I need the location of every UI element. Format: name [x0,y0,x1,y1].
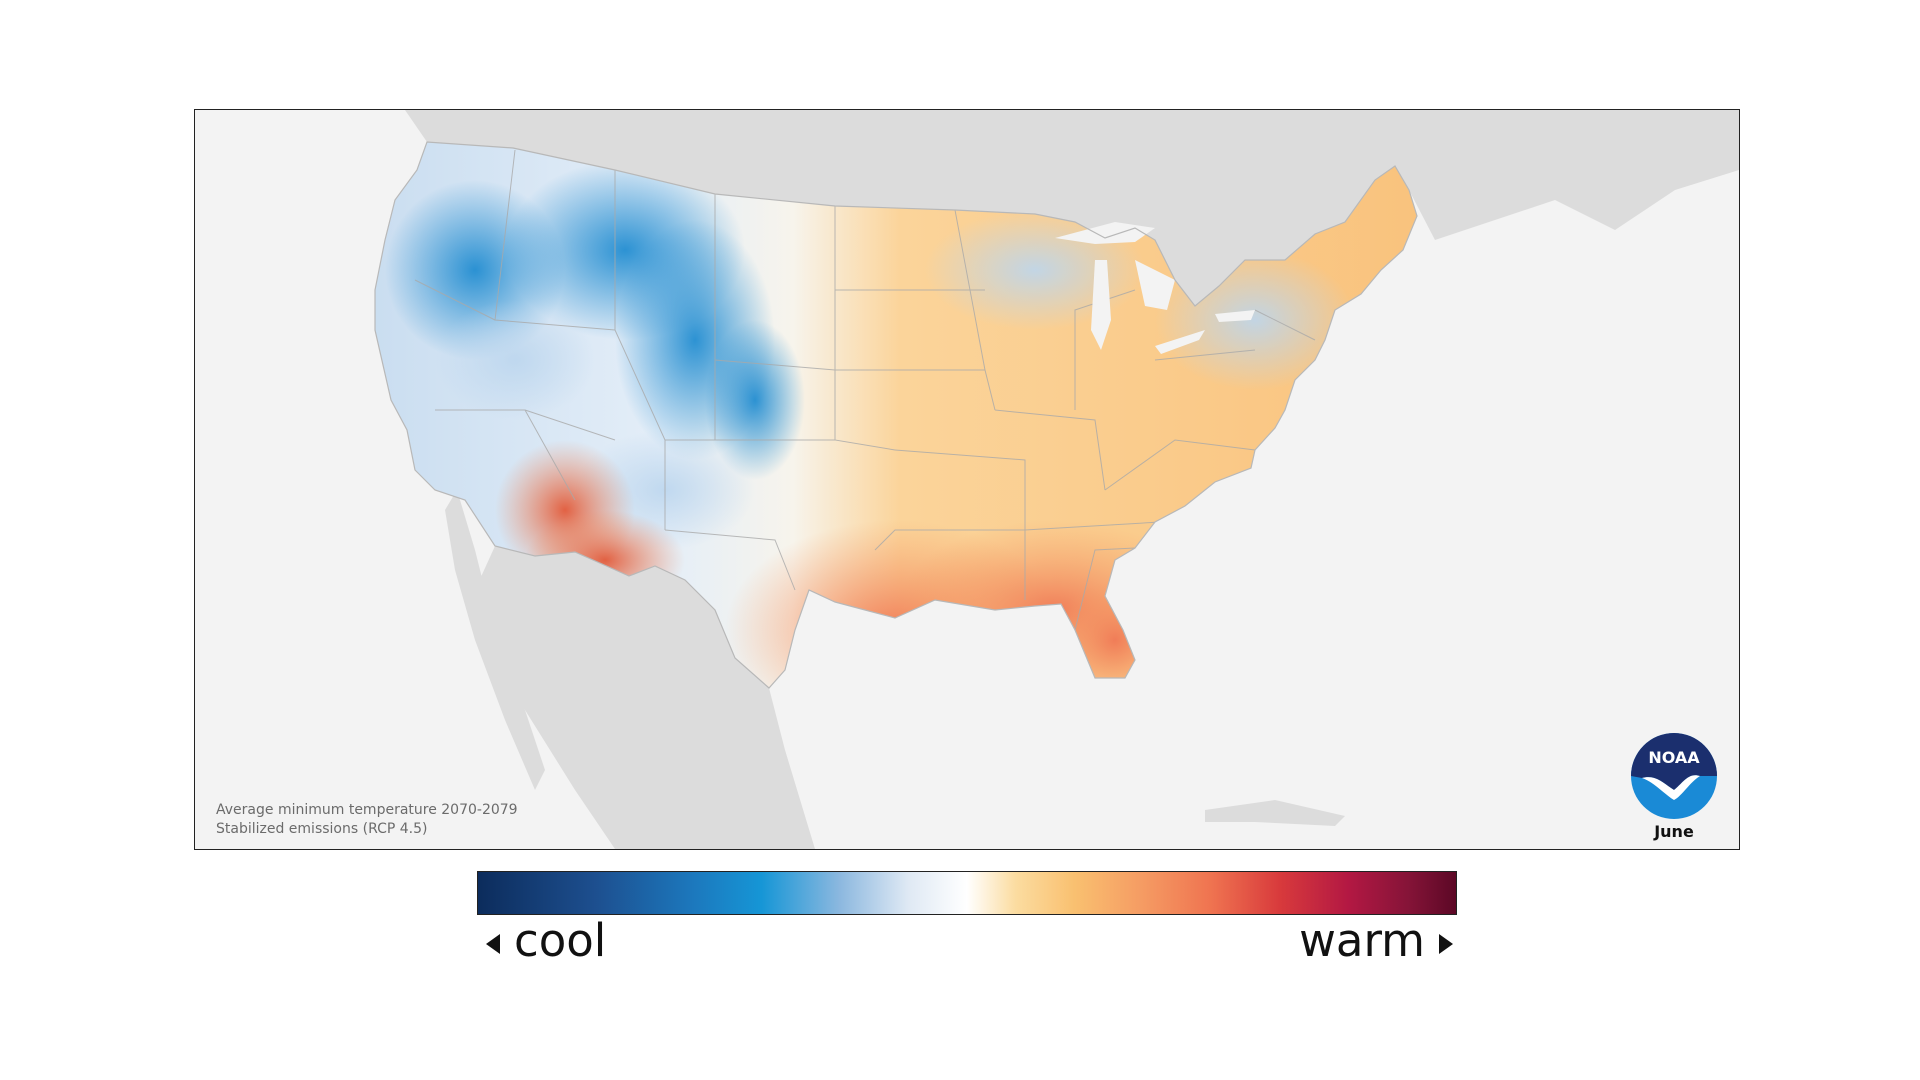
noaa-badge: NOAA June [1629,732,1719,841]
noaa-logo-icon: NOAA [1631,733,1717,819]
caption-title: Average minimum temperature 2070-2079 [216,802,518,818]
lake-huron [1135,260,1175,310]
legend-warm: warm [1299,911,1453,971]
us-outline [374,141,1418,689]
month-label: June [1654,822,1694,841]
mexico-landmass [475,546,815,849]
arrow-right-icon [1439,934,1453,954]
cuba-landmass [1205,800,1345,826]
color-scale-bar [477,871,1457,915]
lake-michigan [1091,260,1111,350]
legend-cool-label: cool [514,914,607,967]
baja-peninsula [445,490,545,790]
lake-ontario [1215,310,1255,322]
lake-superior [1055,222,1155,244]
map-panel: Average minimum temperature 2070-2079 St… [194,109,1740,850]
noaa-logo-text: NOAA [1648,748,1700,767]
canada-landmass [395,110,1739,306]
legend-cool: cool [486,911,606,971]
lake-erie [1155,330,1205,354]
arrow-left-icon [486,934,500,954]
map-caption: Average minimum temperature 2070-2079 St… [216,801,518,839]
temperature-map [374,110,1739,849]
legend-warm-label: warm [1299,914,1425,967]
caption-scenario: Stabilized emissions (RCP 4.5) [216,821,428,837]
